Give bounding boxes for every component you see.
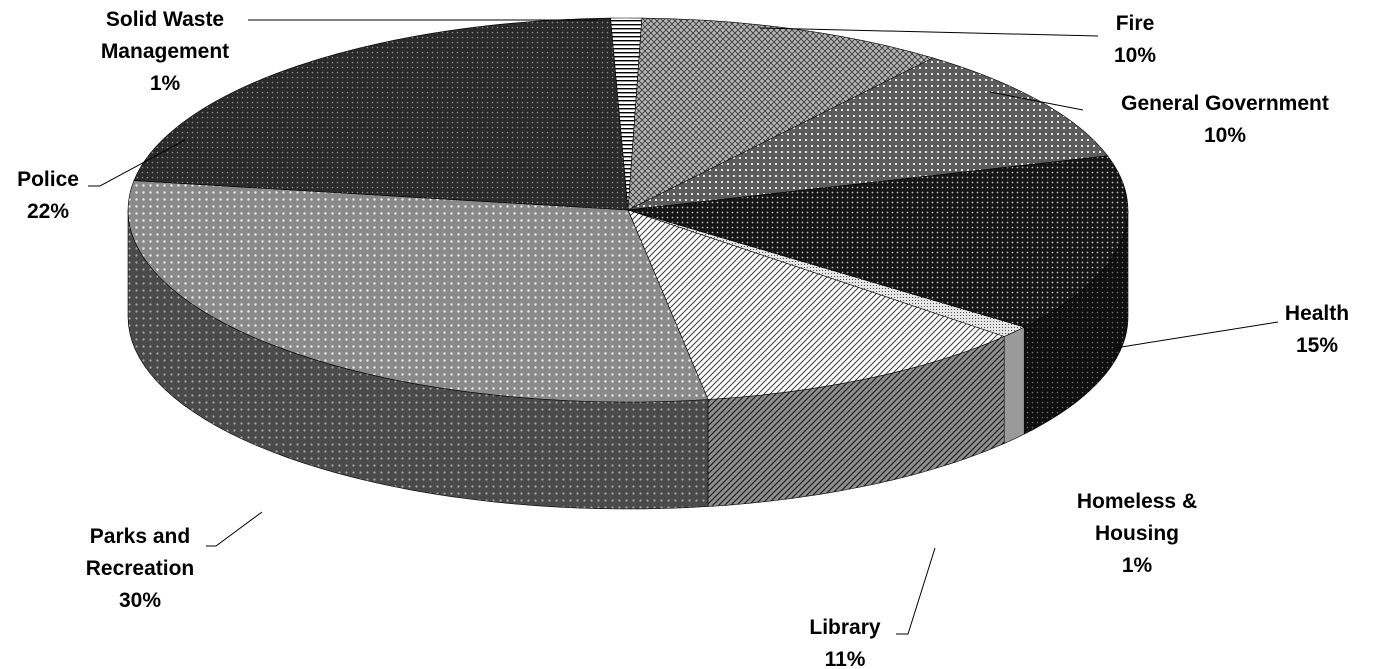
data-label-library: Library 11%	[809, 616, 881, 669]
data-label-homeless-housing: Homeless & Housing 1%	[1077, 490, 1197, 577]
leader-line-parks-and-recreation	[206, 511, 263, 547]
pie-slice-health	[627, 155, 1129, 328]
leader-line-general-government	[989, 91, 1084, 111]
pie-side-homeless-housing	[1003, 326, 1025, 444]
pie-slice-parks-and-recreation	[127, 180, 709, 403]
data-label-police: Police 22%	[17, 168, 79, 223]
data-label-fire: Fire 10%	[1114, 12, 1156, 67]
data-label-solid-waste-management: Solid Waste Management 1%	[101, 8, 229, 95]
leader-line-police	[88, 139, 186, 187]
data-label-parks-and-recreation: Parks and Recreation 30%	[86, 525, 195, 612]
pie-slice-library	[627, 209, 1006, 400]
leader-line-library	[896, 547, 936, 635]
leader-line-fire	[759, 27, 1099, 37]
pie-slice-police	[133, 17, 629, 211]
data-label-general-government: General Government 10%	[1121, 92, 1329, 147]
data-label-health: Health 15%	[1285, 302, 1349, 357]
leader-line-health	[1114, 321, 1279, 349]
